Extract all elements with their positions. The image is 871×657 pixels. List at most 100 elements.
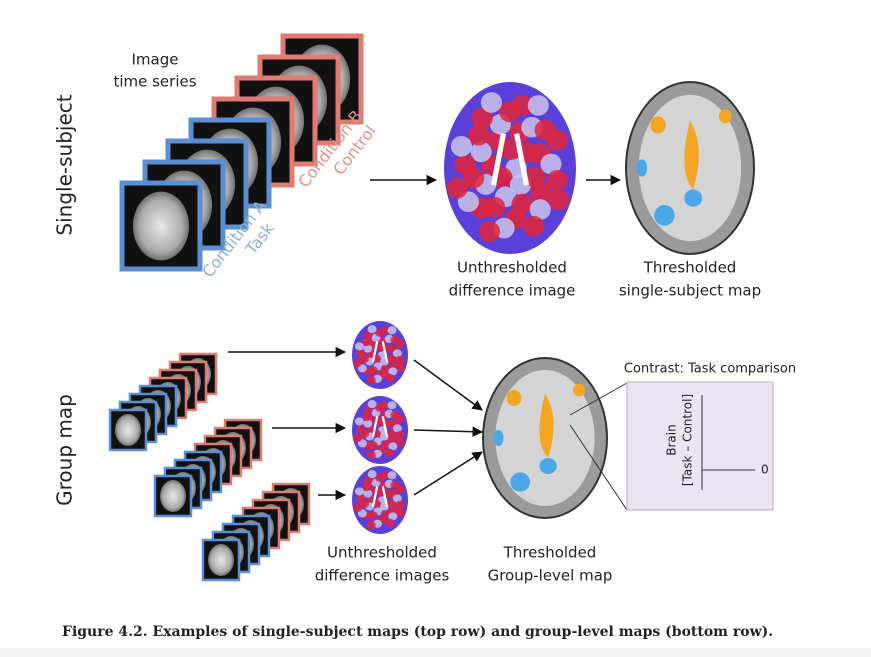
- brain-blob: [354, 487, 364, 496]
- brain-blob: [395, 500, 405, 509]
- row-label: Single-subject: [53, 94, 77, 235]
- map-label: difference images: [315, 567, 450, 585]
- brain-blob: [395, 339, 405, 349]
- inset-axis-label: Brain: [665, 424, 679, 455]
- arrow: [413, 359, 483, 411]
- brain-deact: [636, 159, 648, 177]
- brain-blob: [395, 414, 405, 424]
- brain-blob: [396, 363, 406, 372]
- brain-blob: [381, 401, 390, 410]
- brain-blob: [353, 433, 363, 443]
- drawing-layer: [108, 33, 755, 582]
- brain-blob: [512, 95, 534, 116]
- brain-blob: [385, 373, 395, 383]
- inset-box: [626, 381, 774, 511]
- brain-blob: [353, 503, 363, 513]
- brain-blob: [363, 476, 373, 485]
- brain-blob: [353, 358, 363, 368]
- brain-blob: [354, 417, 364, 426]
- brain-blob: [362, 412, 372, 422]
- brain-blob: [478, 221, 501, 242]
- brain-blob: [527, 95, 549, 116]
- frame-brain: [208, 544, 234, 576]
- brain-act: [506, 390, 522, 406]
- brain-blob: [362, 337, 372, 347]
- caption: Figure 4.2. Examples of single-subject m…: [62, 624, 773, 640]
- connector: [569, 424, 628, 511]
- map-label: Unthresholded: [457, 259, 567, 277]
- brain-blob: [392, 424, 402, 433]
- arrow: [413, 426, 484, 437]
- map-label: Thresholded: [503, 544, 597, 562]
- brain-blob: [388, 360, 398, 369]
- inset-axis-label: [Task – Control]: [681, 394, 695, 486]
- brain-blob: [387, 401, 397, 410]
- brain-blob: [381, 471, 390, 480]
- brain-blob: [367, 400, 377, 409]
- brain-blob: [356, 424, 366, 433]
- brain-blob: [468, 124, 490, 146]
- brain-blob: [471, 107, 493, 129]
- map-label: Group-level map: [488, 567, 613, 585]
- brain-blob: [387, 326, 397, 335]
- map-label: Unthresholded: [327, 544, 437, 562]
- brain-blob: [480, 92, 502, 113]
- brain-blob: [385, 518, 395, 528]
- brain-blob: [366, 376, 376, 385]
- brain-blob: [356, 494, 366, 503]
- map-label: difference image: [449, 282, 576, 300]
- row-label: Group map: [53, 394, 77, 506]
- frame-brain: [115, 414, 141, 446]
- brain-blob: [395, 355, 405, 364]
- brain-blob: [450, 135, 472, 157]
- brain-blob: [530, 181, 552, 203]
- brain-blob: [363, 489, 373, 498]
- brain-blob: [363, 406, 373, 415]
- brain-blob: [367, 470, 377, 479]
- map-label: Thresholded: [643, 259, 737, 277]
- brain-ventricle: [371, 416, 389, 438]
- brain-ventricle: [490, 133, 530, 186]
- brain-blob: [388, 512, 398, 521]
- series-label: time series: [113, 73, 196, 91]
- brain-blob: [387, 471, 397, 480]
- brain-blob: [388, 505, 398, 514]
- brain-blob: [395, 484, 405, 494]
- brain-act: [684, 120, 699, 190]
- brain-act: [650, 116, 666, 134]
- brain-deact: [654, 204, 675, 226]
- brain-deact: [510, 472, 531, 492]
- brain-blob: [396, 438, 406, 447]
- brain-act: [718, 109, 732, 124]
- inset-title: Contrast: Task comparison: [624, 362, 796, 377]
- brain-blob: [356, 349, 366, 358]
- brain-blob: [395, 430, 405, 439]
- brain-blob: [529, 199, 551, 220]
- brain-blob: [392, 494, 402, 503]
- bottom-strip: [0, 648, 871, 657]
- brain-deact: [684, 189, 703, 207]
- frame-brain: [132, 191, 190, 261]
- brain-blob: [547, 189, 570, 211]
- brain-blob: [366, 521, 376, 530]
- brain-blob: [388, 435, 398, 444]
- connector: [569, 382, 628, 416]
- brain-ventricle: [371, 341, 389, 363]
- brain-blob: [362, 482, 372, 492]
- brain-blob: [385, 448, 395, 458]
- brain-blob: [392, 349, 402, 358]
- brain-blob: [540, 153, 562, 175]
- brain-blob: [388, 442, 398, 451]
- arrow: [413, 451, 483, 496]
- brain-blob: [354, 342, 364, 351]
- brain-blob: [446, 177, 468, 199]
- brain-act: [572, 383, 586, 397]
- brain-blob: [366, 451, 376, 460]
- series-label: Image: [132, 51, 179, 69]
- brain-deact: [493, 430, 504, 446]
- brain-blob: [381, 326, 390, 335]
- brain-blob: [546, 129, 569, 151]
- brain-blob: [546, 169, 568, 191]
